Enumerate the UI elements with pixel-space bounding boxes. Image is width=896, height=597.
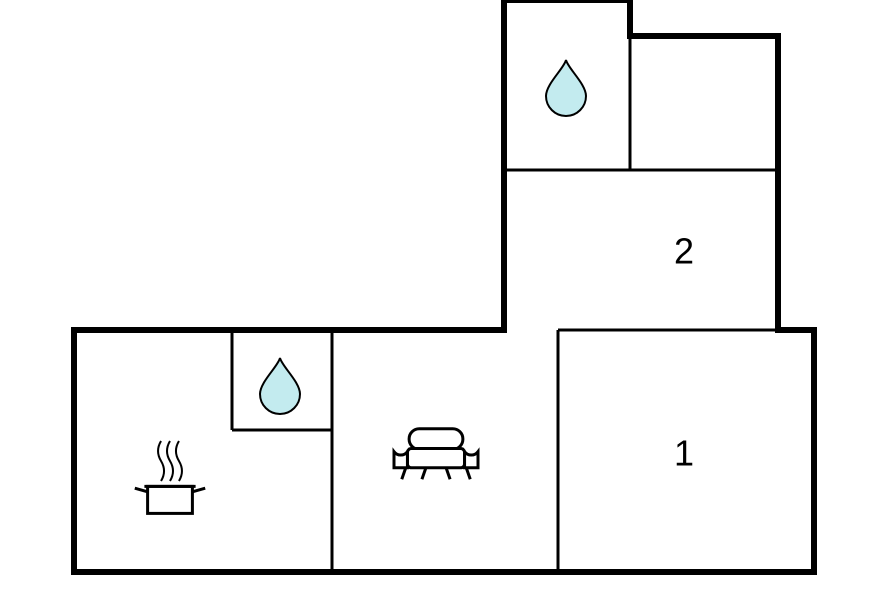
room-label-1: 1 xyxy=(674,433,694,474)
water-drop-icon xyxy=(260,358,300,414)
floorplan-inner-walls xyxy=(232,36,814,572)
water-drop-icon xyxy=(546,60,586,116)
sofa-icon xyxy=(394,429,478,480)
floorplan-canvas: 1 2 xyxy=(0,0,896,597)
room-label-2: 2 xyxy=(674,231,694,272)
cooking-pot-icon xyxy=(135,441,205,513)
